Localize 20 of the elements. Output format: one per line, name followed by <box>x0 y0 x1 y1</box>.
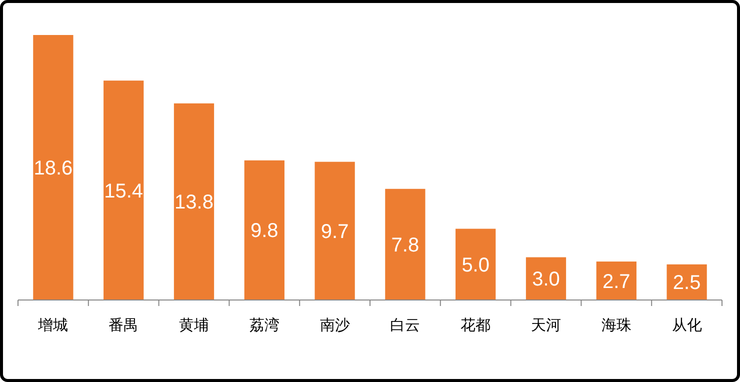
data-label: 15.4 <box>104 180 144 202</box>
data-label: 9.8 <box>250 220 278 242</box>
x-tick-label: 天河 <box>531 316 561 334</box>
x-tick-label: 荔湾 <box>249 316 280 334</box>
x-tick-label: 海珠 <box>601 316 632 334</box>
data-label: 18.6 <box>34 158 73 180</box>
x-tick-label: 花都 <box>460 316 491 334</box>
x-tick-label: 黄埔 <box>179 316 209 334</box>
data-label: 2.7 <box>602 270 630 293</box>
x-tick-label: 从化 <box>672 316 702 334</box>
data-label: 5.0 <box>462 254 490 276</box>
x-tick-label: 番禺 <box>108 316 139 334</box>
data-label: 3.0 <box>532 268 560 291</box>
data-label: 7.8 <box>391 234 420 256</box>
x-tick-label: 增城 <box>37 316 68 334</box>
x-tick-label: 南沙 <box>320 316 350 334</box>
data-label: 2.5 <box>672 272 701 294</box>
x-tick-label: 白云 <box>390 316 420 334</box>
data-label: 13.8 <box>174 192 214 214</box>
data-label: 9.7 <box>320 220 349 243</box>
